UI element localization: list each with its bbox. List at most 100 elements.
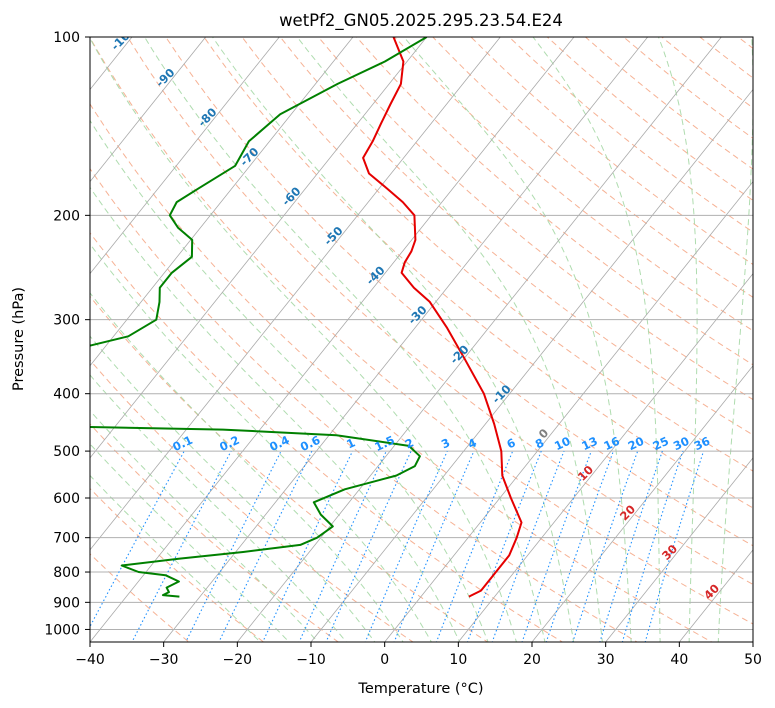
mixing-ratio-label: 6 — [504, 435, 517, 451]
x-tick-label: −40 — [75, 652, 105, 668]
plot-frame — [89, 36, 754, 643]
moist-adiabat — [90, 335, 376, 642]
y-tick-label: 500 — [53, 444, 80, 460]
isotherm-label: -80 — [195, 105, 220, 130]
mixing-ratio-label: 4 — [466, 435, 479, 451]
mixing-ratio-line — [218, 450, 313, 642]
y-tick-label: 300 — [53, 313, 80, 329]
x-tick-label: 50 — [744, 652, 762, 668]
dewpoint-profile-line — [90, 37, 428, 598]
isotherm-label: -100 — [108, 23, 138, 53]
isotherm-label: 40 — [701, 581, 722, 602]
isotherm-line — [90, 37, 575, 642]
isotherm-line — [90, 37, 280, 275]
y-tick-label: 200 — [53, 208, 80, 224]
moist-adiabat — [296, 37, 603, 642]
mixing-ratio-label: 2 — [403, 435, 416, 451]
isotherm-line — [90, 37, 501, 551]
mixing-ratio-label: 25 — [650, 434, 670, 453]
y-tick-label: 1000 — [44, 622, 80, 638]
dry-adiabat — [90, 231, 564, 642]
moist-adiabat — [403, 37, 632, 642]
mixing-ratio-label: 20 — [626, 434, 646, 453]
mixing-ratio-label: 36 — [692, 434, 712, 453]
dry-adiabat — [759, 24, 775, 654]
temperature-profile-line — [362, 37, 523, 598]
moist-adiabat — [90, 37, 518, 642]
isotherm-line — [90, 37, 206, 183]
dry-adiabat — [127, 37, 753, 586]
dry-adiabat — [90, 167, 638, 642]
y-axis-title: Pressure (hPa) — [11, 287, 27, 391]
dry-adiabat — [622, 37, 753, 139]
dry-adiabat — [90, 423, 340, 642]
mixing-ratio-line — [599, 450, 663, 642]
isotherm-line — [384, 180, 753, 642]
isotherm-line — [752, 641, 753, 642]
moist-adiabat — [90, 474, 261, 642]
x-tick-label: 20 — [523, 652, 541, 668]
isotherm-label: -90 — [153, 65, 178, 90]
dry-adiabat — [241, 37, 753, 472]
mixing-ratio-label: 30 — [671, 434, 691, 453]
isotherm-label: 30 — [659, 542, 680, 563]
dry-adiabat — [584, 37, 753, 170]
profile-lines — [90, 37, 523, 598]
dry-adiabat — [90, 487, 265, 642]
isotherm-label: -40 — [363, 263, 388, 288]
isotherm-line — [310, 88, 753, 642]
isotherm-line — [605, 457, 753, 642]
mixing-ratio-line — [644, 450, 705, 642]
isotherm-label: -70 — [237, 145, 262, 170]
isotherm-line — [0, 37, 58, 642]
isotherm-label: -50 — [321, 224, 346, 249]
x-tick-label: 30 — [597, 652, 615, 668]
y-tick-label: 900 — [53, 595, 80, 611]
moist-adiabat — [90, 374, 347, 642]
x-tick-label: 40 — [670, 652, 688, 668]
mixing-ratio-label: 16 — [602, 434, 622, 453]
moist-adiabat — [90, 243, 432, 642]
dry-adiabat — [432, 37, 753, 298]
mixing-ratio-line — [393, 450, 475, 642]
mixing-ratio-line — [325, 450, 412, 642]
x-axis-title: Temperature (°C) — [357, 681, 483, 697]
chart-title: wetPf2_GN05.2025.295.23.54.E24 — [279, 11, 563, 31]
mixing-ratio-line — [90, 450, 185, 628]
moist-adiabat — [212, 37, 575, 642]
y-axis-ticks: 100 200 300 400 500 600 700 800 900 1000 — [44, 30, 90, 638]
dry-adiabat — [279, 37, 753, 436]
isotherm-line — [531, 365, 753, 642]
dry-adiabat — [508, 37, 753, 233]
x-tick-label: −10 — [296, 652, 326, 668]
isotherm-label: -30 — [405, 303, 430, 328]
x-tick-label: −30 — [149, 652, 179, 668]
dry-adiabat — [165, 37, 753, 547]
isotherm-line — [458, 273, 753, 642]
isotherm-line — [237, 37, 722, 642]
dry-adiabat — [203, 37, 753, 509]
mixing-ratio-line — [572, 450, 639, 642]
dry-adiabat — [90, 103, 713, 642]
dry-adiabat — [317, 37, 753, 401]
dry-adiabat — [546, 37, 753, 201]
mixing-ratio-label: 10 — [552, 434, 572, 453]
moist-adiabat — [717, 37, 753, 642]
mixing-ratio-label: 13 — [579, 434, 599, 453]
mixing-ratio-line — [545, 450, 614, 642]
y-tick-label: 800 — [53, 565, 80, 581]
dry-adiabat — [355, 37, 753, 366]
y-tick-label: 600 — [53, 491, 80, 507]
x-axis-ticks: −40 −30 −20 −10 0 10 20 30 40 50 — [75, 642, 762, 668]
isotherm-line — [90, 37, 354, 367]
dry-adiabat — [394, 37, 753, 332]
x-tick-label: −20 — [223, 652, 253, 668]
mixing-ratio-line — [364, 450, 448, 642]
dry-adiabat — [90, 295, 489, 642]
moist-adiabat — [532, 37, 661, 642]
background-lines — [0, 24, 775, 654]
mixing-ratio-line — [131, 450, 232, 642]
isotherm-line — [163, 37, 648, 642]
y-tick-label: 100 — [53, 30, 80, 46]
